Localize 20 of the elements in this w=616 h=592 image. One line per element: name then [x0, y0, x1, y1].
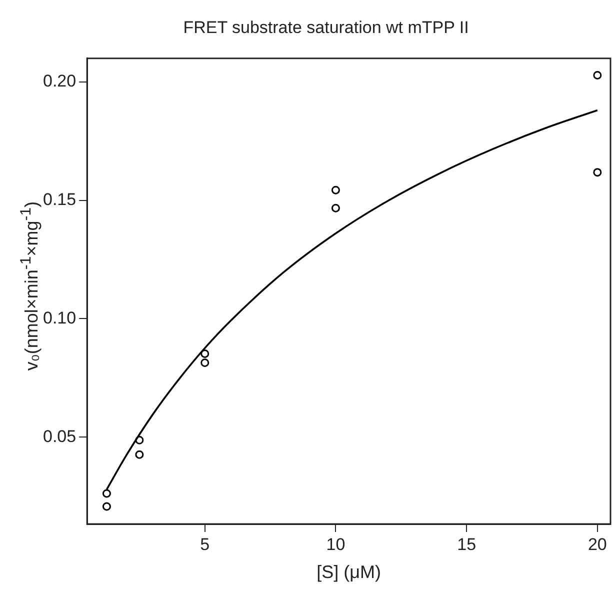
point: [135, 436, 144, 444]
x-tick-label: 20: [588, 534, 607, 554]
y-tick-label: 0.05: [42, 426, 76, 446]
point: [102, 502, 111, 511]
point: [200, 358, 210, 367]
point: [593, 70, 602, 80]
x-tick-label: 5: [200, 534, 210, 554]
chart-title: FRET substrate saturation wt mTPP II: [183, 18, 469, 37]
point: [331, 186, 340, 194]
y-tick-label: 0.20: [42, 72, 76, 91]
x-tick-label: 10: [326, 534, 346, 554]
point: [331, 204, 340, 212]
y-tick-label: 0.15: [42, 190, 76, 209]
y-tick-label: 0.10: [42, 308, 76, 328]
point: [102, 489, 111, 498]
point: [593, 168, 602, 177]
x-axis-title: [S] (μM): [316, 562, 381, 582]
point: [135, 450, 144, 459]
x-tick-label: 15: [457, 534, 476, 554]
point: [200, 349, 210, 358]
